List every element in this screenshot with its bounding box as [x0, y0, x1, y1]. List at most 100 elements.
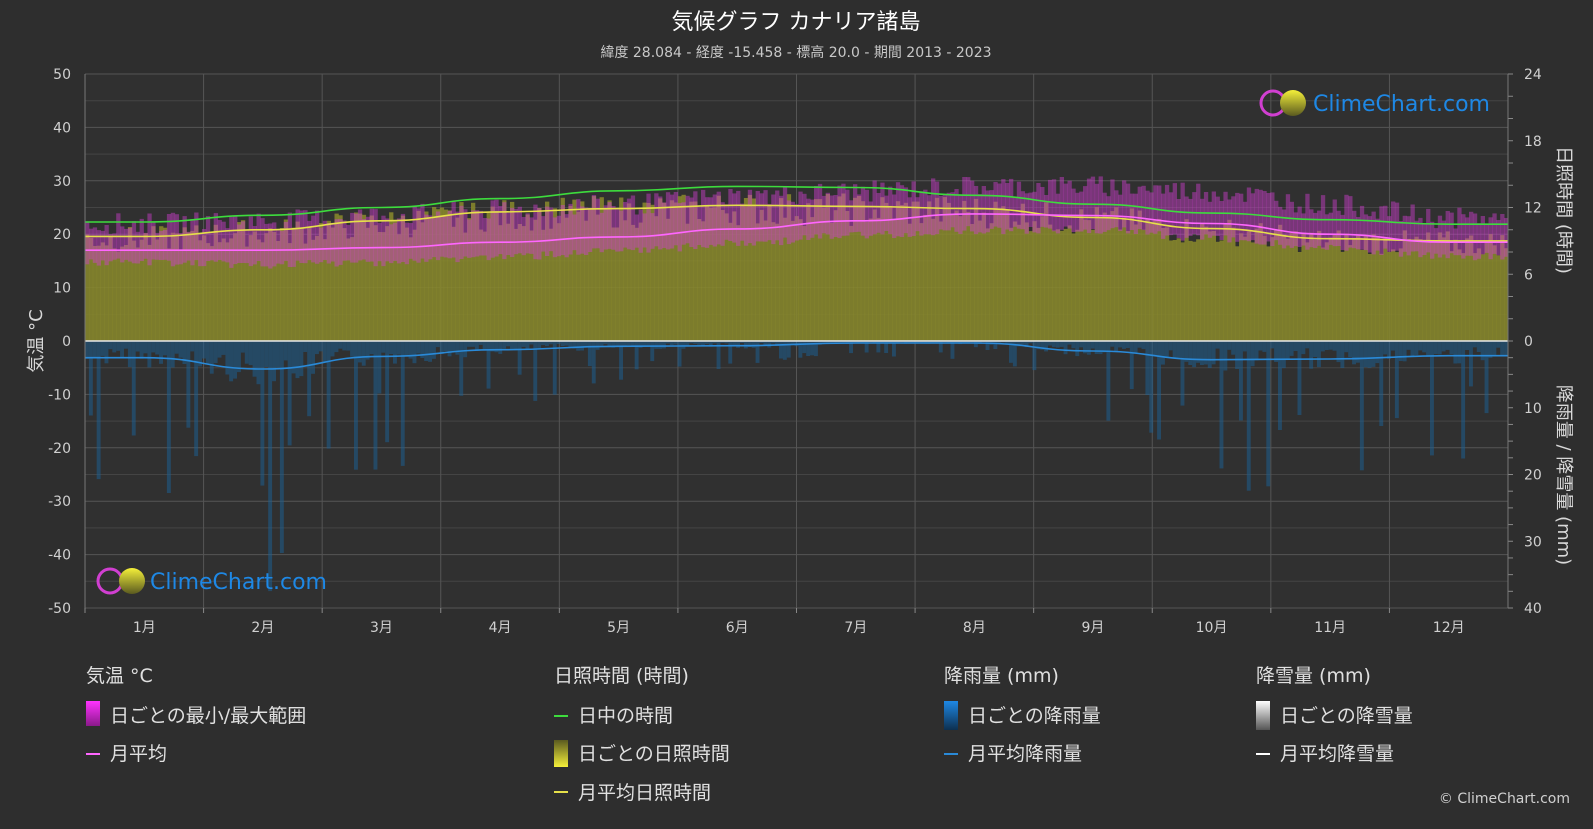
rain-bar [755, 341, 760, 363]
temp-range-bar [478, 210, 484, 256]
rain-bar [1094, 341, 1099, 354]
sunshine-bar [377, 232, 382, 341]
temp-range-bar [1418, 217, 1423, 258]
sunshine-bar [860, 201, 866, 341]
logo-text-bottom: ClimeChart.com [150, 570, 327, 595]
temp-range-bar [1215, 196, 1220, 236]
rain-bar [775, 341, 779, 346]
rain-bar [498, 341, 503, 354]
logo-sun-icon [1280, 90, 1306, 116]
temp-range-bar [256, 213, 261, 261]
temp-range-bar [724, 204, 729, 240]
temp-range-bar [490, 200, 495, 258]
sunshine-area [85, 193, 1509, 341]
temp-range-bar [927, 195, 932, 235]
sunshine-bar [923, 214, 928, 341]
rain-bar [1098, 341, 1103, 355]
sunshine-bar [1379, 253, 1384, 341]
temp-range-bar [1071, 188, 1076, 232]
temp-range-bar [888, 186, 893, 235]
sunshine-bar [685, 223, 690, 341]
sunshine-bar [794, 216, 799, 341]
temp-range-bar [1239, 193, 1244, 241]
sunshine-bar [276, 241, 281, 341]
legend-heading-sun: 日照時間 (時間) [554, 665, 689, 687]
sunshine-bar [1223, 223, 1228, 341]
sunshine-bar [681, 194, 686, 341]
copyright[interactable]: © ClimeChart.com [1439, 791, 1570, 807]
rain-bar [1001, 341, 1006, 343]
rain-bar [151, 341, 156, 353]
legend-item-daylight[interactable]: 日中の時間 [578, 705, 673, 727]
legend-item-range[interactable]: 日ごとの最小/最大範囲 [110, 705, 306, 727]
temp-range-bar [1067, 180, 1072, 229]
rain-bar [732, 341, 737, 347]
rain-bar [377, 341, 382, 394]
sunshine-bar [510, 201, 515, 341]
logo-bottom[interactable]: ClimeChart.com [96, 567, 327, 595]
legend-heading-rain: 降雨量 (mm) [944, 665, 1059, 687]
left-tick-label: 0 [62, 334, 71, 350]
rain-bar [166, 341, 171, 493]
legend-item-sun-avg[interactable]: 月平均日照時間 [578, 782, 711, 804]
legend-item-rain[interactable]: 日ごとの降雨量 [968, 705, 1101, 727]
rain-bar [747, 341, 752, 347]
sunshine-bar [810, 217, 815, 341]
temp-range-bar [139, 218, 144, 261]
rain-bar [342, 341, 347, 351]
legend-item-snow[interactable]: 日ごとの降雪量 [1280, 705, 1413, 727]
legend-item-snow-avg[interactable]: 月平均降雪量 [1280, 743, 1394, 765]
temp-range-bar [872, 180, 877, 235]
sunshine-bar [642, 202, 647, 341]
sunshine-bar [1129, 208, 1135, 341]
sunshine-bar [159, 226, 164, 341]
rain-bar [408, 341, 413, 359]
temp-range-bar [1441, 220, 1446, 255]
temp-range-bar [638, 209, 643, 253]
temp-range-bar [1188, 198, 1193, 236]
rain-bar [287, 341, 292, 446]
sunshine-bar [1418, 239, 1423, 341]
temp-range-bar [174, 214, 179, 265]
sunshine-bar [1430, 242, 1435, 341]
rain-bar [311, 341, 315, 374]
sunshine-bar [548, 228, 554, 341]
temp-range-bar [591, 195, 597, 249]
rain-bar [1114, 341, 1119, 351]
rain-bar [537, 341, 542, 350]
sunshine-bar [1009, 227, 1014, 341]
rain-bar [1196, 341, 1200, 363]
temp-range-bar [560, 205, 565, 256]
sunshine-bar [1410, 239, 1415, 341]
legend-item-temp-avg[interactable]: 月平均 [110, 743, 167, 765]
logo-top[interactable]: ClimeChart.com [1259, 89, 1490, 117]
sunshine-bar [599, 197, 604, 341]
temp-range-bar [623, 202, 628, 248]
temp-range-bar [634, 214, 639, 248]
temp-range-bar [946, 192, 951, 231]
sunshine-bar [463, 232, 468, 341]
legend-item-rain-avg[interactable]: 月平均降雨量 [968, 743, 1082, 765]
sunshine-bar [1028, 231, 1033, 341]
rain-bar [779, 341, 783, 359]
temp-range-bar [471, 210, 476, 258]
rain-bar [751, 341, 756, 348]
sunshine-bar [1149, 223, 1154, 341]
sunshine-bar [1445, 231, 1450, 341]
rain-bar [689, 341, 694, 344]
temp-range-bar [1367, 216, 1372, 253]
sunshine-bar [1391, 249, 1396, 341]
sunshine-bar [790, 220, 795, 341]
sunshine-bar [892, 219, 897, 341]
rain-bar [1437, 341, 1442, 355]
temp-range-bar [1055, 193, 1061, 234]
temp-range-bar [1262, 191, 1267, 245]
legend-item-sunshine[interactable]: 日ごとの日照時間 [578, 743, 730, 765]
temp-range-bar [131, 221, 137, 264]
sunshine-bar [1071, 233, 1076, 341]
rain-bar [560, 341, 565, 347]
rain-bar [677, 341, 682, 367]
sunshine-bar [841, 193, 846, 341]
temp-range-bar [373, 209, 378, 267]
temp-range-bar [997, 183, 1002, 228]
